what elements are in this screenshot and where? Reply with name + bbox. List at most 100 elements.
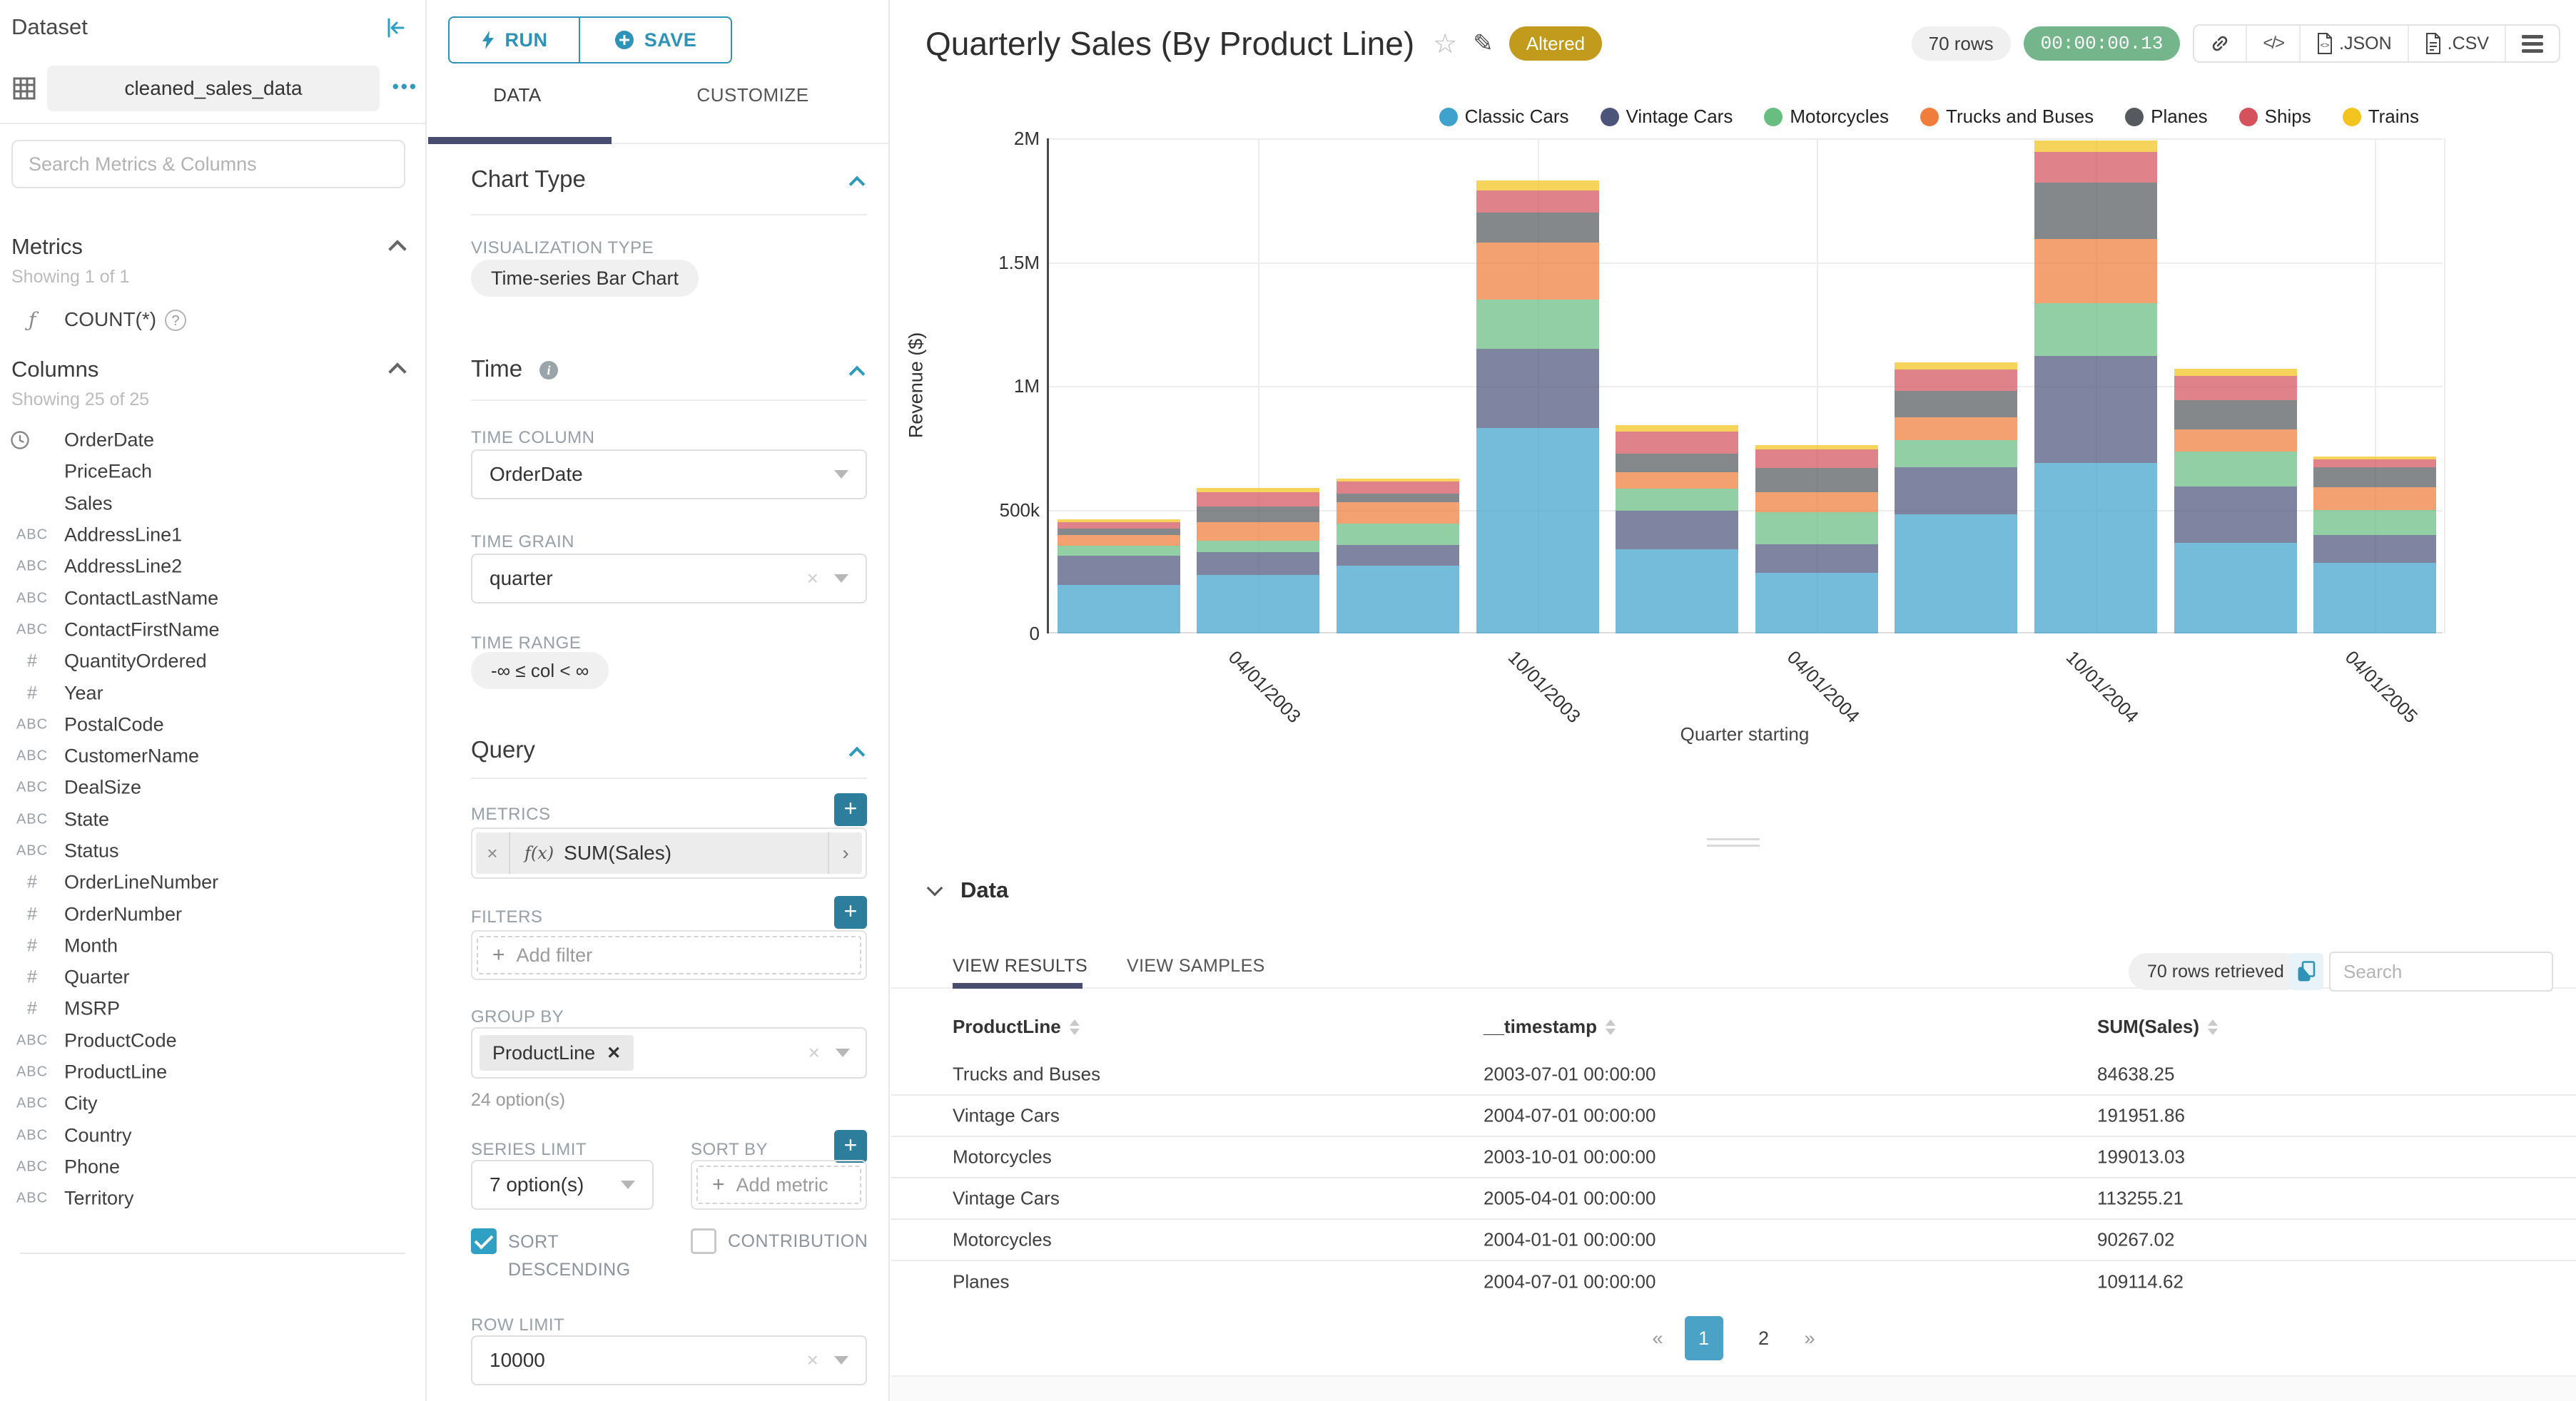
legend-item[interactable]: Motorcycles — [1764, 106, 1889, 128]
bar-segment[interactable] — [2174, 368, 2297, 377]
time-column-select[interactable]: OrderDate — [471, 449, 867, 499]
expand-metric-icon[interactable]: › — [828, 832, 862, 874]
time-grain-select[interactable]: quarter × — [471, 554, 867, 603]
metrics-columns-search-input[interactable] — [11, 140, 405, 188]
export-csv-button[interactable]: .CSV — [2408, 26, 2506, 61]
metric-chip[interactable]: × f(x) SUM(Sales) › — [476, 832, 862, 874]
share-link-button[interactable] — [2194, 26, 2248, 61]
legend-item[interactable]: Trucks and Buses — [1920, 106, 2094, 128]
dataset-name[interactable]: cleaned_sales_data — [47, 66, 380, 111]
bar-segment[interactable] — [2034, 462, 2157, 633]
chart-type-collapse-icon[interactable] — [848, 175, 866, 193]
bar-segment[interactable] — [2174, 429, 2297, 452]
add-filter-dropzone[interactable]: + Add filter — [477, 936, 861, 974]
bar-segment[interactable] — [1755, 449, 1878, 468]
bar-segment[interactable] — [2174, 452, 2297, 486]
remove-chip-icon[interactable]: ✕ — [607, 1043, 622, 1063]
bar-segment[interactable] — [2174, 542, 2297, 633]
column-list-item[interactable]: ABC State — [0, 804, 425, 835]
bar-segment[interactable] — [1895, 370, 2018, 391]
add-sort-metric-button[interactable]: + — [834, 1130, 867, 1163]
bar-segment[interactable] — [1476, 213, 1599, 243]
column-list-item[interactable]: # Quarter — [0, 962, 425, 993]
bar-segment[interactable] — [1197, 491, 1320, 506]
bar-segment[interactable] — [1616, 454, 1739, 473]
column-list-item[interactable]: ABC ContactLastName — [0, 582, 425, 613]
checkbox-checked-icon[interactable] — [471, 1228, 497, 1254]
bar-segment[interactable] — [2313, 467, 2437, 488]
column-list-item[interactable]: ABC DealSize — [0, 772, 425, 803]
table-search-input[interactable] — [2329, 952, 2553, 992]
bar-segment[interactable] — [1476, 190, 1599, 213]
bar-segment[interactable] — [1895, 417, 2018, 440]
bar-segment[interactable] — [1895, 439, 2018, 467]
chart-plot-area[interactable]: 04/01/2003 10/01/2003 04/01/2004 10/01/2004… — [1047, 138, 2445, 727]
export-json-button[interactable]: <> .JSON — [2301, 26, 2409, 61]
bar-segment[interactable] — [1337, 502, 1459, 524]
bar-segment[interactable] — [1057, 555, 1180, 585]
columns-collapse-icon[interactable] — [388, 362, 407, 381]
save-button[interactable]: SAVE — [579, 16, 732, 63]
column-list-item[interactable]: # QuantityOrdered — [0, 646, 425, 677]
table-row[interactable]: Vintage Cars 2005-04-01 00:00:00 113255.21 — [891, 1178, 2576, 1220]
metrics-collapse-icon[interactable] — [388, 240, 407, 258]
remove-metric-icon[interactable]: × — [476, 832, 510, 874]
contribution-checkbox[interactable]: CONTRIBUTION — [691, 1228, 868, 1254]
table-column-header[interactable]: ProductLine — [953, 1016, 1080, 1038]
bar-segment[interactable] — [1057, 534, 1180, 546]
legend-item[interactable]: Classic Cars — [1439, 106, 1569, 128]
legend-item[interactable]: Trains — [2342, 106, 2419, 128]
chart-menu-button[interactable] — [2506, 26, 2559, 61]
bar-segment[interactable] — [2034, 356, 2157, 463]
bar-segment[interactable] — [1337, 523, 1459, 545]
column-list-item[interactable]: # MSRP — [0, 993, 425, 1024]
series-limit-select[interactable]: 7 option(s) — [471, 1160, 654, 1210]
pagination-page[interactable]: 1 — [1684, 1316, 1723, 1360]
column-list-item[interactable]: # Month — [0, 930, 425, 962]
bar-segment[interactable] — [1616, 472, 1739, 489]
bar-segment[interactable] — [2034, 183, 2157, 239]
legend-item[interactable]: Planes — [2125, 106, 2208, 128]
bar-segment[interactable] — [1476, 299, 1599, 349]
bar-segment[interactable] — [1895, 362, 2018, 370]
bar-segment[interactable] — [1337, 565, 1459, 633]
query-collapse-icon[interactable] — [848, 746, 866, 763]
chart-title[interactable]: Quarterly Sales (By Product Line) — [926, 25, 1415, 62]
add-metric-button[interactable]: + — [834, 793, 867, 826]
time-range-value[interactable]: -∞ ≤ col < ∞ — [471, 652, 609, 689]
data-section-header[interactable]: Data — [926, 877, 1008, 903]
column-list-item[interactable]: ABC ContactFirstName — [0, 614, 425, 646]
bar-segment[interactable] — [2313, 534, 2437, 564]
copy-data-button[interactable] — [2289, 953, 2323, 990]
bar-segment[interactable] — [1476, 180, 1599, 191]
clear-icon[interactable]: × — [806, 1349, 818, 1371]
table-row[interactable]: Motorcycles 2004-01-01 00:00:00 90267.02 — [891, 1220, 2576, 1261]
column-list-item[interactable]: # OrderLineNumber — [0, 867, 425, 898]
bar-segment[interactable] — [2174, 376, 2297, 400]
table-column-header[interactable]: __timestamp — [1484, 1016, 1616, 1038]
visualization-type-value[interactable]: Time-series Bar Chart — [471, 260, 699, 297]
bar-segment[interactable] — [1476, 243, 1599, 300]
bar-segment[interactable] — [2034, 152, 2157, 183]
bar-segment[interactable] — [1755, 492, 1878, 512]
bar-segment[interactable] — [1057, 521, 1180, 529]
bar-segment[interactable] — [1197, 521, 1320, 541]
bar-segment[interactable] — [1197, 574, 1320, 633]
bar-segment[interactable] — [2174, 486, 2297, 543]
pagination-next[interactable]: » — [1804, 1327, 1815, 1349]
bar-segment[interactable] — [1616, 511, 1739, 550]
column-list-item[interactable]: # OrderNumber — [0, 898, 425, 929]
metric-list-item[interactable]: ƒ COUNT(*)? — [0, 304, 425, 335]
table-row[interactable]: Vintage Cars 2004-07-01 00:00:00 191951.86 — [891, 1096, 2576, 1137]
collapse-panel-icon[interactable] — [384, 16, 408, 40]
column-list-item[interactable]: Sales — [0, 488, 425, 519]
column-list-item[interactable]: ABC Country — [0, 1120, 425, 1151]
table-row[interactable]: Motorcycles 2003-10-01 00:00:00 199013.03 — [891, 1137, 2576, 1178]
bar-segment[interactable] — [1057, 545, 1180, 556]
tab-view-results[interactable]: VIEW RESULTS — [953, 956, 1088, 976]
bar-segment[interactable] — [1197, 488, 1320, 492]
table-row[interactable]: Trucks and Buses 2003-07-01 00:00:00 84638… — [891, 1054, 2576, 1096]
group-by-select[interactable]: ProductLine ✕ × — [471, 1027, 867, 1079]
column-list-item[interactable]: OrderDate — [0, 424, 425, 456]
bar-segment[interactable] — [1057, 528, 1180, 535]
